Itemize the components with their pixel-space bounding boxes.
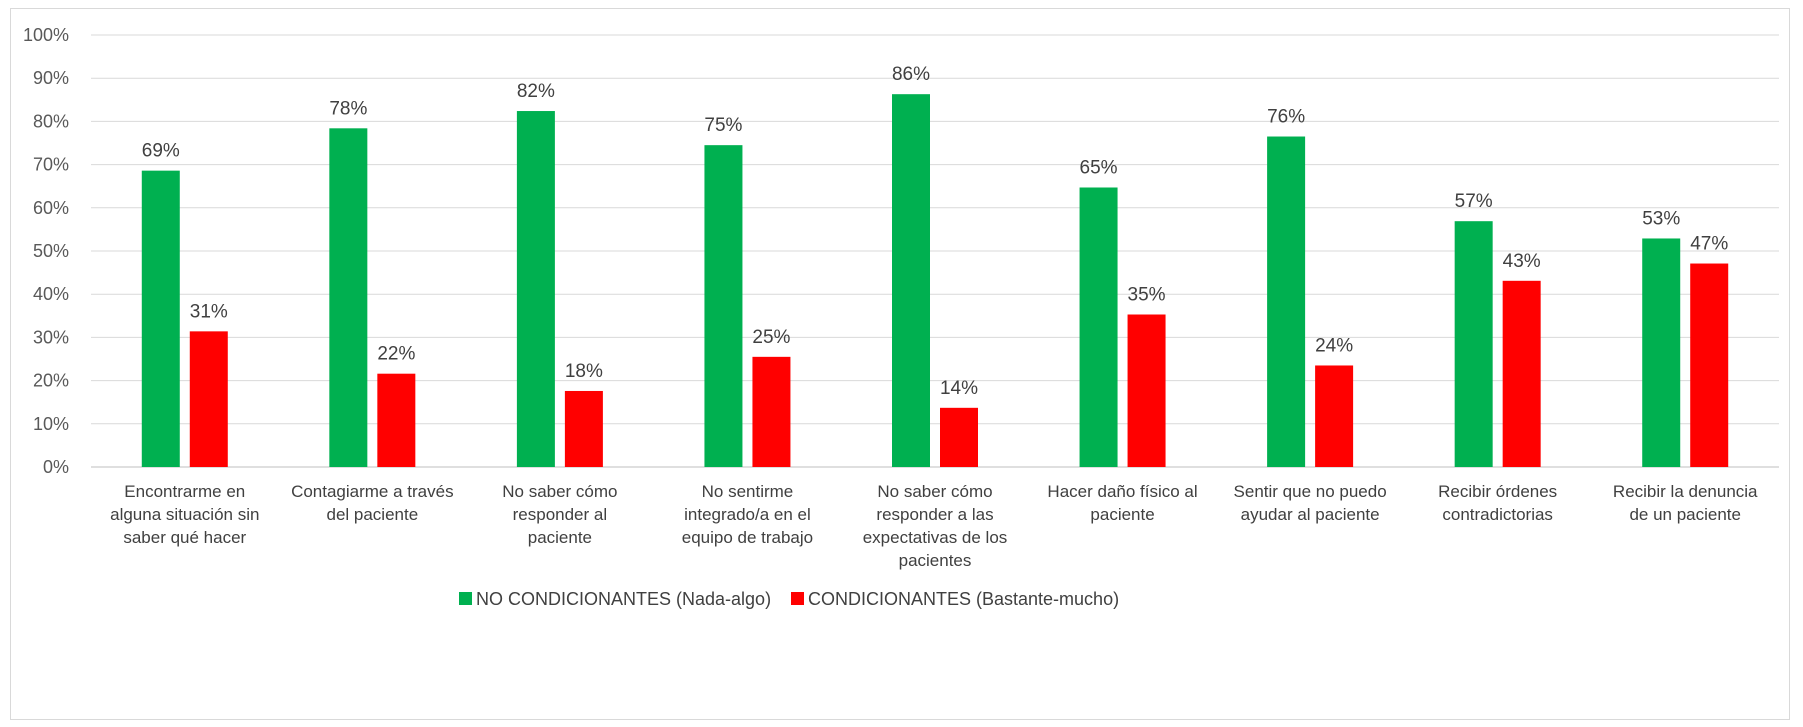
- gridlines: [91, 34, 1779, 468]
- bar-condicionantes: [1315, 365, 1354, 467]
- bar-condicionantes: [752, 356, 791, 467]
- data-label: 82%: [517, 81, 555, 102]
- data-label: 86%: [892, 64, 930, 85]
- bar-no-condicionantes: [516, 111, 555, 468]
- data-label: 24%: [1315, 335, 1353, 356]
- category-label-line: Recibir órdenes: [1438, 482, 1557, 501]
- data-label: 22%: [377, 344, 415, 365]
- y-tick-label: 50%: [33, 241, 69, 261]
- legend-label: NO CONDICIONANTES (Nada-algo): [476, 589, 771, 609]
- category-label-line: contradictorias: [1442, 505, 1553, 524]
- data-label: 76%: [1267, 107, 1305, 128]
- data-label: 69%: [142, 141, 180, 162]
- data-label: 25%: [752, 327, 790, 348]
- category-label-line: No saber cómo: [877, 482, 992, 501]
- category-label-line: integrado/a en el: [684, 505, 811, 524]
- category-label-line: pacientes: [899, 551, 972, 570]
- data-label: 75%: [704, 115, 742, 136]
- data-label: 57%: [1455, 191, 1493, 212]
- category-label-line: Encontrarme en: [124, 482, 245, 501]
- category-label: Encontrarme en alguna situación sin saber …: [110, 482, 259, 547]
- category-label: No saber cómo responder al paciente: [502, 482, 617, 547]
- legend: NO CONDICIONANTES (Nada-algo) CONDICIONAN…: [459, 589, 1119, 609]
- category-label-line: Contagiarme a través: [291, 482, 454, 501]
- bar-chart: 0% 10% 20% 30% 40% 50% 60% 70% 80% 90% 100% 69% 31%…: [23, 25, 1779, 609]
- data-labels: 69% 31% 78% 22% 82% 18% 75% 25% 86% 14% 65% 35% 76% 2…: [142, 64, 1729, 399]
- category-label-line: alguna situación sin: [110, 505, 259, 524]
- legend-swatch: [791, 592, 804, 605]
- category-label-line: responder a las: [876, 505, 993, 524]
- bar-condicionantes: [1502, 280, 1541, 467]
- category-label: Contagiarme a través del paciente: [291, 482, 454, 524]
- bar-no-condicionantes: [1079, 187, 1118, 467]
- category-label: No sentirme integrado/a en el equipo de tr…: [682, 482, 813, 547]
- bar-no-condicionantes: [892, 94, 930, 468]
- category-label-line: responder al: [513, 505, 608, 524]
- bar-no-condicionantes: [329, 128, 368, 467]
- data-label: 14%: [940, 378, 978, 399]
- category-label: Hacer daño físico al paciente: [1047, 482, 1197, 524]
- legend-swatch: [459, 592, 472, 605]
- y-tick-label: 90%: [33, 68, 69, 88]
- category-label: No saber cómo responder a las expectativas…: [863, 482, 1008, 570]
- y-tick-label: 80%: [33, 111, 69, 131]
- y-tick-label: 10%: [33, 414, 69, 434]
- bar-condicionantes: [377, 373, 416, 467]
- category-label: Recibir la denuncia de un paciente: [1613, 482, 1758, 524]
- data-label: 18%: [565, 361, 603, 382]
- category-label-line: paciente: [528, 528, 592, 547]
- category-label-line: expectativas de los: [863, 528, 1008, 547]
- category-label-line: paciente: [1090, 505, 1154, 524]
- category-label-line: Hacer daño físico al: [1047, 482, 1197, 501]
- bar-condicionantes: [564, 390, 603, 467]
- y-tick-label: 0%: [43, 457, 69, 477]
- y-axis-tick-labels: 0% 10% 20% 30% 40% 50% 60% 70% 80% 90% 100%: [23, 25, 69, 477]
- bar-condicionantes: [189, 331, 228, 467]
- y-tick-label: 40%: [33, 284, 69, 304]
- data-label: 31%: [190, 301, 228, 322]
- data-label: 65%: [1080, 157, 1118, 178]
- data-label: 53%: [1642, 208, 1680, 229]
- bar-condicionantes: [940, 407, 978, 467]
- bar-condicionantes: [1127, 314, 1166, 467]
- bar-condicionantes: [1690, 263, 1729, 467]
- category-label-line: saber qué hacer: [123, 528, 246, 547]
- category-label-line: Recibir la denuncia: [1613, 482, 1758, 501]
- category-labels: Encontrarme en alguna situación sin saber …: [110, 482, 1758, 570]
- data-label: 78%: [329, 98, 367, 119]
- y-tick-label: 20%: [33, 371, 69, 391]
- y-tick-label: 100%: [23, 25, 69, 45]
- category-label: Sentir que no puedo ayudar al paciente: [1234, 482, 1387, 524]
- bar-no-condicionantes: [1642, 238, 1681, 467]
- y-tick-label: 60%: [33, 198, 69, 218]
- category-label-line: No sentirme: [702, 482, 794, 501]
- category-label-line: equipo de trabajo: [682, 528, 813, 547]
- bars: [141, 94, 1729, 468]
- data-label: 35%: [1128, 285, 1166, 306]
- category-label-line: del paciente: [326, 505, 418, 524]
- chart-frame: 0% 10% 20% 30% 40% 50% 60% 70% 80% 90% 100% 69% 31%…: [10, 8, 1790, 720]
- category-label-line: No saber cómo: [502, 482, 617, 501]
- legend-label: CONDICIONANTES (Bastante-mucho): [808, 589, 1119, 609]
- category-label: Recibir órdenes contradictorias: [1438, 482, 1557, 524]
- category-label-line: de un paciente: [1629, 505, 1741, 524]
- category-label-line: ayudar al paciente: [1241, 505, 1380, 524]
- bar-no-condicionantes: [1454, 221, 1493, 467]
- y-tick-label: 30%: [33, 327, 69, 347]
- y-tick-label: 70%: [33, 155, 69, 175]
- data-label: 43%: [1503, 251, 1541, 272]
- bar-no-condicionantes: [1267, 136, 1306, 467]
- category-label-line: Sentir que no puedo: [1234, 482, 1387, 501]
- bar-no-condicionantes: [704, 145, 743, 467]
- bar-no-condicionantes: [141, 170, 180, 467]
- data-label: 47%: [1690, 234, 1728, 255]
